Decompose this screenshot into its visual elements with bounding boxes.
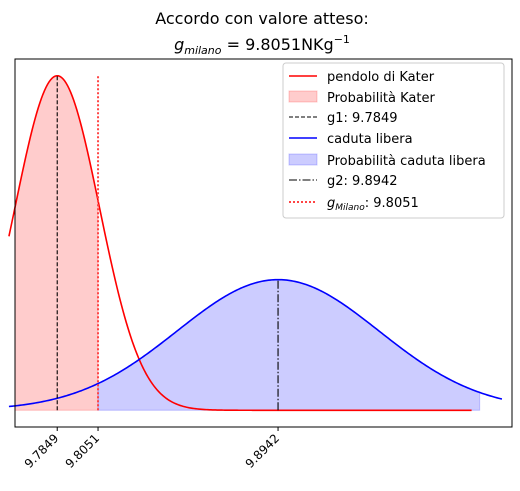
chart-subtitle: gmilano = 9.8051NKg−1	[174, 33, 350, 57]
legend-patch-prob-kater	[288, 90, 318, 103]
legend-label-kater: pendolo di Kater	[327, 70, 435, 85]
axes-frame	[14, 58, 513, 428]
subtitle-value: = 9.8051NKg	[222, 35, 334, 54]
subtitle-superscript: −1	[334, 33, 350, 46]
subtitle-symbol: g	[174, 35, 184, 54]
legend-label-caduta: caduta libera	[327, 132, 413, 147]
subtitle-subscript: milano	[184, 44, 222, 57]
series-line-kater	[8, 74, 472, 412]
legend-gmilano-symbol: g	[327, 196, 335, 211]
x-tick-label: 9.8942	[243, 431, 283, 471]
series-line-caduta	[8, 278, 503, 408]
legend-patch-prob-caduta	[288, 153, 318, 166]
legend-gmilano-subscript: Milano	[335, 203, 365, 213]
chart-title: Accordo con valore atteso:	[155, 9, 369, 28]
legend-label-g2: g2: 9.8942	[327, 174, 398, 189]
x-axis: 9.7849 9.8051 9.8942	[22, 427, 282, 471]
legend-label-g1: g1: 9.7849	[327, 111, 398, 126]
legend-frame	[282, 62, 505, 219]
legend-label-prob-caduta: Probabilità caduta libera	[327, 154, 486, 169]
legend: pendolo di Kater Probabilità Kater g1: 9…	[282, 62, 505, 219]
legend-gmilano-value: : 9.8051	[365, 196, 419, 211]
title-block: Accordo con valore atteso: gmilano = 9.8…	[155, 9, 369, 57]
fill-area-caduta	[97, 279, 481, 411]
x-tick-label: 9.8051	[63, 431, 103, 471]
legend-label-prob-kater: Probabilità Kater	[327, 91, 435, 106]
fill-area-kater	[14, 75, 99, 411]
plot-area	[8, 74, 503, 412]
legend-label-gmilano: gMilano: 9.8051	[327, 196, 419, 213]
x-tick-label: 9.7849	[22, 431, 62, 471]
